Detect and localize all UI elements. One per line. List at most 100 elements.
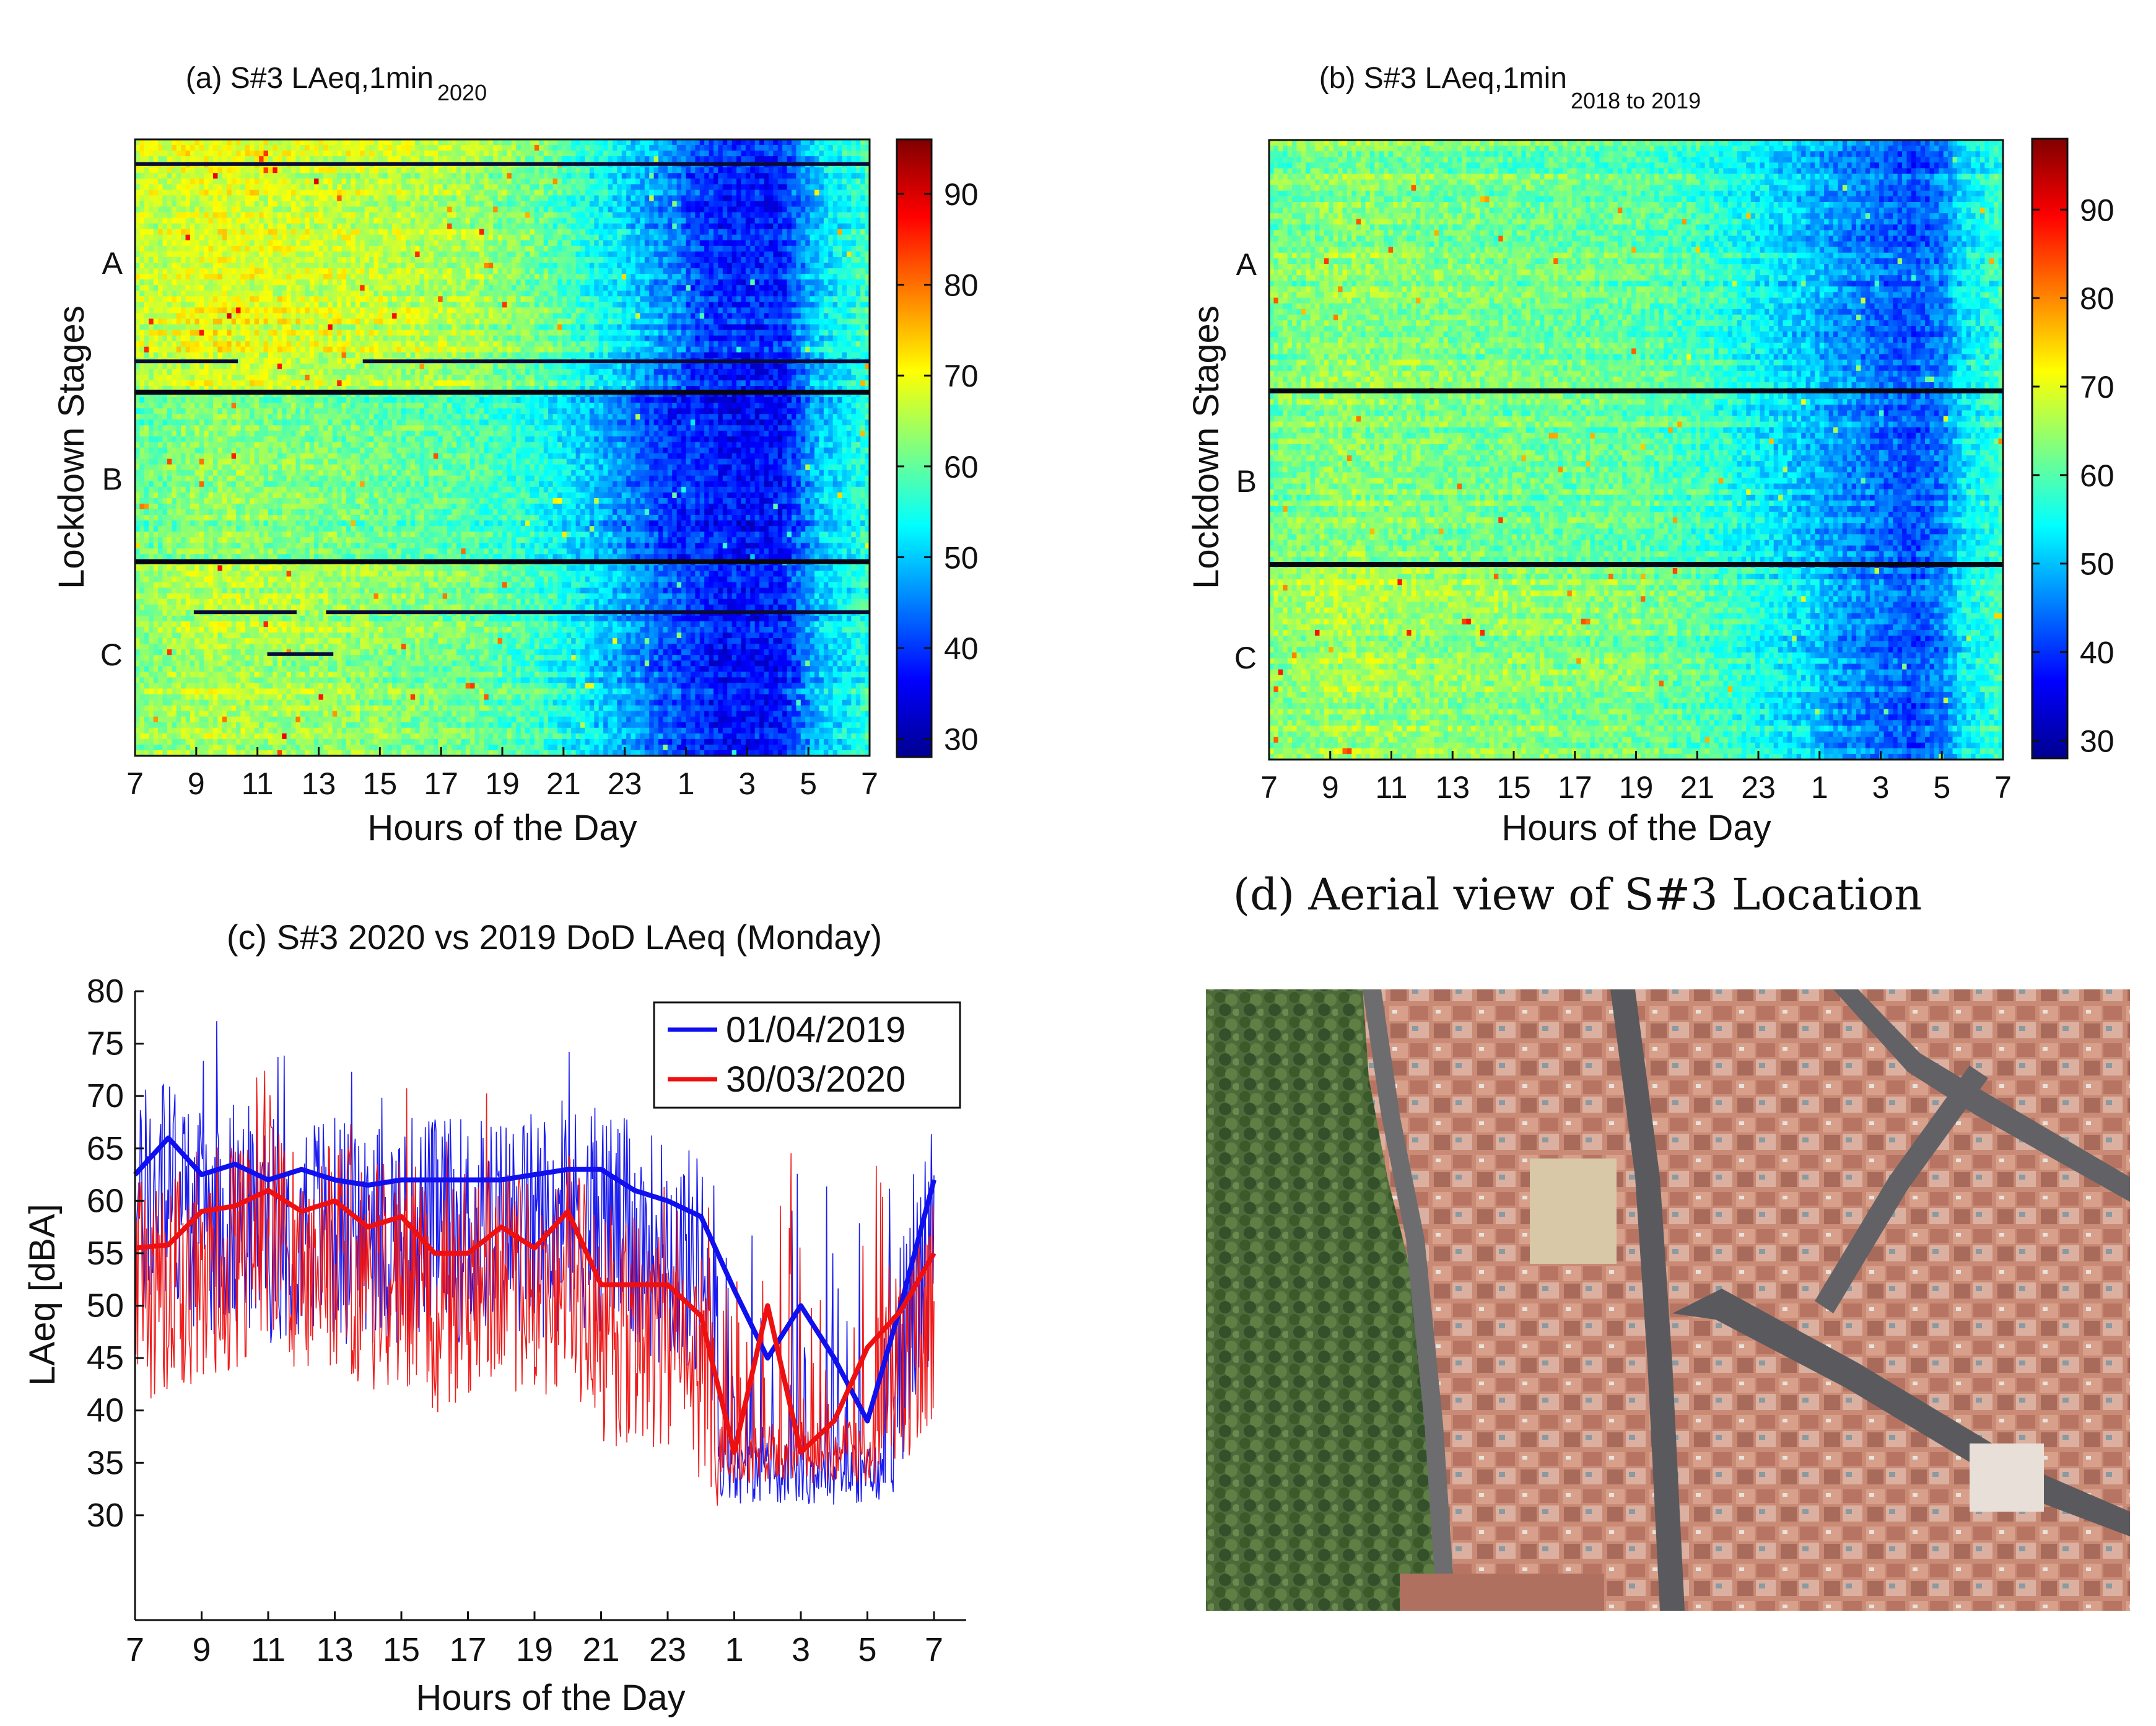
- heatmap-cell: [245, 145, 250, 151]
- heatmap-cell: [640, 145, 645, 151]
- heatmap-cell: [686, 156, 691, 162]
- heatmap-cell: [420, 145, 425, 151]
- heatmap-cell: [291, 156, 296, 162]
- heatmap-cell: [236, 151, 241, 157]
- heatmap-cell: [255, 145, 260, 151]
- heatmap-cell: [502, 167, 507, 173]
- heatmap-cell: [498, 151, 503, 157]
- heatmap-cell: [305, 145, 310, 151]
- heatmap-cell: [139, 167, 144, 173]
- heatmap-cell: [213, 167, 218, 173]
- heatmap-cell: [310, 151, 315, 157]
- heatmap-cell: [828, 145, 833, 151]
- heatmap-cell: [571, 145, 576, 151]
- heatmap-cell: [461, 145, 466, 151]
- heatmap-cell: [466, 156, 471, 162]
- heatmap-cell: [613, 151, 618, 157]
- heatmap-cell: [388, 145, 393, 151]
- heatmap-cell: [452, 156, 456, 162]
- heatmap-cell: [190, 167, 195, 173]
- heatmap-cell: [741, 145, 746, 151]
- heatmap-cell: [727, 156, 732, 162]
- heatmap-cell: [434, 167, 439, 173]
- heatmap-cell: [535, 151, 539, 157]
- heatmap-cell: [681, 156, 686, 162]
- heatmap-cell: [502, 151, 507, 157]
- heatmap-cell: [851, 156, 856, 162]
- heatmap-cell: [613, 167, 618, 173]
- heatmap-cell: [824, 156, 829, 162]
- heatmap-cell: [154, 145, 159, 151]
- heatmap-cell: [828, 156, 833, 162]
- heatmap-cell: [406, 145, 411, 151]
- heatmap-cell: [181, 173, 186, 179]
- heatmap-cell: [489, 151, 494, 157]
- heatmap-cell: [782, 167, 787, 173]
- heatmap-cell: [732, 156, 737, 162]
- heatmap-cell: [236, 156, 241, 162]
- heatmap-cell: [736, 151, 741, 157]
- heatmap-cell: [328, 151, 333, 157]
- heatmap-cell: [172, 151, 177, 157]
- heatmap-cell: [796, 145, 801, 151]
- heatmap-cell: [796, 151, 801, 157]
- heatmap-cell: [295, 145, 300, 151]
- heatmap-cell: [856, 167, 861, 173]
- heatmap-cell: [259, 156, 264, 162]
- heatmap-cell: [392, 156, 397, 162]
- heatmap-cell: [727, 151, 732, 157]
- heatmap-cell: [162, 145, 167, 151]
- heatmap-cell: [287, 145, 292, 151]
- heatmap-cell: [608, 167, 613, 173]
- heatmap-cell: [149, 145, 154, 151]
- heatmap-cell: [411, 156, 416, 162]
- heatmap-cell: [626, 145, 631, 151]
- heatmap-cell: [167, 156, 172, 162]
- heatmap-cell: [209, 145, 214, 151]
- heatmap-cell: [750, 167, 755, 173]
- heatmap-cell: [470, 151, 475, 157]
- heatmap-cell: [594, 156, 599, 162]
- heatmap-cell: [273, 167, 277, 173]
- heatmap-cell: [567, 151, 572, 157]
- heatmap-cell: [750, 145, 755, 151]
- heatmap-cell: [764, 151, 769, 157]
- heatmap-cell: [282, 145, 287, 151]
- heatmap-cell: [420, 156, 425, 162]
- heatmap-cell: [479, 167, 484, 173]
- heatmap-cell: [626, 167, 631, 173]
- heatmap-cell: [295, 167, 300, 173]
- heatmap-cell: [342, 167, 347, 173]
- heatmap-cell: [681, 167, 686, 173]
- heatmap-cell: [438, 151, 443, 157]
- heatmap-cell: [544, 151, 549, 157]
- heatmap-cell: [521, 167, 526, 173]
- heatmap-cell: [792, 156, 796, 162]
- heatmap-cell: [828, 151, 833, 157]
- heatmap-cell: [512, 145, 517, 151]
- heatmap-cell: [562, 145, 567, 151]
- heatmap-cell: [328, 145, 333, 151]
- heatmap-cell: [383, 145, 388, 151]
- heatmap-cell: [622, 167, 627, 173]
- heatmap-cell: [663, 151, 668, 157]
- heatmap-cell: [194, 156, 199, 162]
- heatmap-cell: [424, 145, 429, 151]
- heatmap-cell: [287, 151, 292, 157]
- heatmap-cell: [328, 156, 333, 162]
- heatmap-cell: [222, 173, 227, 179]
- heatmap-cell: [217, 145, 222, 151]
- heatmap-cell: [516, 167, 521, 173]
- heatmap-cell: [456, 151, 461, 157]
- heatmap-cell: [369, 145, 374, 151]
- heatmap-cell: [475, 167, 480, 173]
- heatmap-cell: [282, 151, 287, 157]
- heatmap-cell: [819, 167, 824, 173]
- heatmap-cell: [594, 145, 599, 151]
- heatmap-cell: [227, 167, 232, 173]
- heatmap-cell: [562, 156, 567, 162]
- heatmap-cell: [245, 151, 250, 157]
- heatmap-cell: [796, 156, 801, 162]
- heatmap-cell: [287, 167, 292, 173]
- heatmap-cell: [172, 156, 177, 162]
